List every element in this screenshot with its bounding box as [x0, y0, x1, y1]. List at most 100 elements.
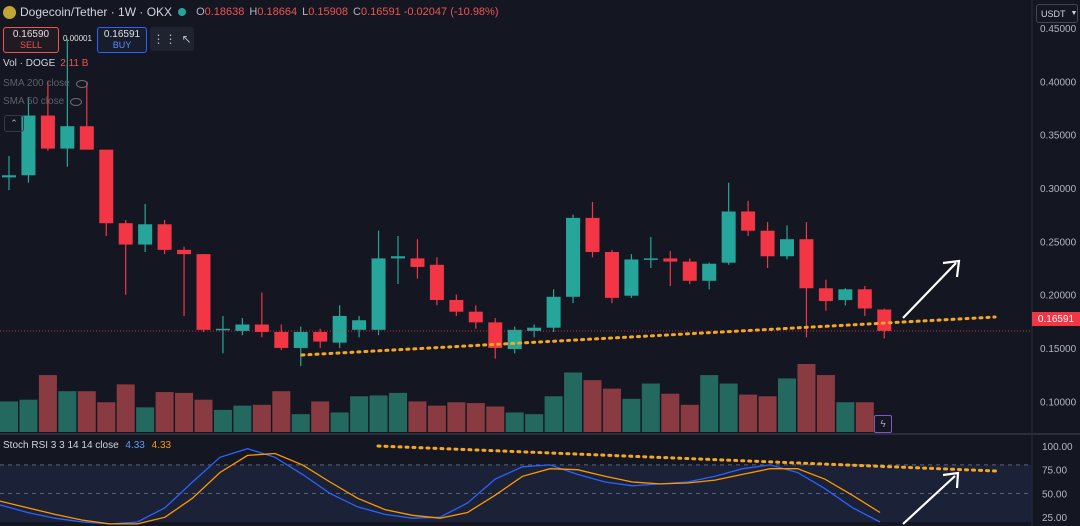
- chevron-up-icon: ⌃: [10, 118, 18, 128]
- dogecoin-logo-icon: [3, 5, 16, 19]
- candle-body: [760, 230, 775, 257]
- stoch-rsi-label[interactable]: Stoch RSI 3 3 14 14 close 4.33 4.33: [3, 440, 171, 451]
- collapse-legend-button[interactable]: ⌃: [4, 115, 24, 132]
- price-tick-label: 0.40000: [1040, 77, 1077, 88]
- volume-bar: [77, 391, 96, 432]
- volume-bar: [330, 412, 349, 432]
- candle-body: [99, 149, 114, 224]
- volume-bar: [505, 412, 524, 432]
- volume-bar: [233, 405, 252, 432]
- symbol-header: Dogecoin/Tether · 1W · OKX O 0.18638 H 0.1…: [0, 0, 502, 24]
- sell-label: SELL: [19, 40, 43, 50]
- sell-button[interactable]: 0.16590 SELL: [3, 27, 59, 53]
- stoch-tick-label: 25.00: [1042, 513, 1067, 524]
- candle-body: [40, 115, 55, 149]
- hidden-eye-icon[interactable]: [70, 97, 83, 106]
- high-label: H: [249, 6, 258, 18]
- volume-bar: [778, 378, 796, 432]
- candle-body: [21, 115, 36, 176]
- buy-button[interactable]: 0.16591 BUY: [97, 27, 147, 53]
- price-tick-label: 0.15000: [1040, 344, 1077, 355]
- volume-bar: [758, 396, 777, 432]
- flash-icon[interactable]: ϟ: [874, 415, 892, 433]
- cursor-icon[interactable]: ↖: [181, 32, 192, 46]
- volume-bar: [447, 402, 466, 432]
- candle-body: [449, 299, 464, 312]
- candle-body: [643, 258, 658, 260]
- sell-price: 0.16590: [12, 29, 50, 40]
- price-tick-label: 0.25000: [1040, 237, 1077, 248]
- candle-body: [79, 126, 94, 150]
- volume-bar: [389, 392, 407, 432]
- volume-bar: [97, 402, 116, 432]
- price-tick-label: 0.45000: [1040, 24, 1077, 35]
- stoch-k-value: 4.33: [125, 440, 145, 451]
- volume-bar: [739, 394, 758, 432]
- drag-handle-icon[interactable]: ⋮⋮: [152, 32, 177, 46]
- candle-body: [371, 258, 386, 330]
- volume-bar: [58, 391, 77, 432]
- volume-bar: [525, 414, 544, 432]
- change-value: -0.02047 (-10.98%): [403, 6, 499, 18]
- candle-body: [507, 329, 522, 350]
- open-value: 0.18638: [204, 6, 245, 18]
- candle-body: [780, 239, 794, 257]
- candle-body: [410, 258, 425, 267]
- volume-bar: [836, 402, 855, 432]
- volume-bar: [175, 392, 194, 432]
- stoch-k-line: [0, 448, 881, 525]
- candle-body: [682, 261, 697, 281]
- volume-bar: [544, 396, 563, 432]
- volume-bar: [855, 402, 874, 432]
- symbol-title[interactable]: Dogecoin/Tether · 1W · OKX: [20, 5, 173, 19]
- candle-body: [313, 331, 328, 342]
- hidden-eye-icon[interactable]: [75, 79, 88, 88]
- sma50-name: SMA 50 close: [3, 96, 65, 107]
- volume-value: 2.11 B: [60, 58, 89, 69]
- candle-body: [585, 217, 600, 253]
- sma50-indicator-label[interactable]: SMA 50 close: [3, 96, 83, 107]
- currency-selector[interactable]: USDT ▼: [1036, 4, 1078, 23]
- market-status-icon: [178, 8, 187, 16]
- volume-bar: [622, 398, 641, 432]
- stoch-tick-label: 50.00: [1042, 489, 1067, 500]
- volume-bar: [194, 399, 213, 432]
- candle-body: [566, 217, 581, 297]
- candle-body: [235, 324, 250, 331]
- price-tick-label: 0.10000: [1040, 397, 1077, 408]
- volume-bar: [466, 403, 485, 432]
- volume-bar: [272, 391, 291, 432]
- stoch-d-value: 4.33: [151, 440, 172, 451]
- volume-bar: [213, 409, 232, 432]
- candle-body: [157, 224, 172, 250]
- volume-bar: [155, 392, 174, 432]
- volume-bar: [641, 383, 660, 432]
- candle-body: [604, 252, 619, 298]
- stoch-arrow-head-icon: [942, 471, 960, 489]
- candle-body: [877, 309, 892, 331]
- volume-bar: [602, 388, 621, 432]
- stoch-d-line: [0, 452, 881, 525]
- sma200-indicator-label[interactable]: SMA 200 close: [3, 78, 88, 89]
- volume-bar: [116, 384, 135, 432]
- candle-body: [721, 211, 736, 263]
- candle-body: [352, 320, 367, 330]
- candle-body: [2, 175, 16, 178]
- low-value: 0.15908: [308, 6, 348, 18]
- candle-body: [546, 296, 561, 328]
- price-tick-label: 0.35000: [1040, 131, 1077, 142]
- volume-indicator-label[interactable]: Vol · DOGE 2.11 B: [3, 58, 88, 69]
- volume-bar: [19, 399, 38, 432]
- candle-body: [857, 289, 872, 309]
- candle-body: [741, 211, 756, 231]
- candle-body: [196, 254, 211, 330]
- candle-body: [624, 259, 639, 296]
- price-tick-label: 0.20000: [1040, 291, 1077, 302]
- close-label: C: [353, 6, 361, 18]
- candle-body: [138, 224, 153, 245]
- volume-bar: [583, 380, 602, 432]
- volume-bar: [719, 383, 738, 432]
- stoch-tick-label: 100.00: [1042, 442, 1073, 453]
- volume-bar: [486, 406, 505, 432]
